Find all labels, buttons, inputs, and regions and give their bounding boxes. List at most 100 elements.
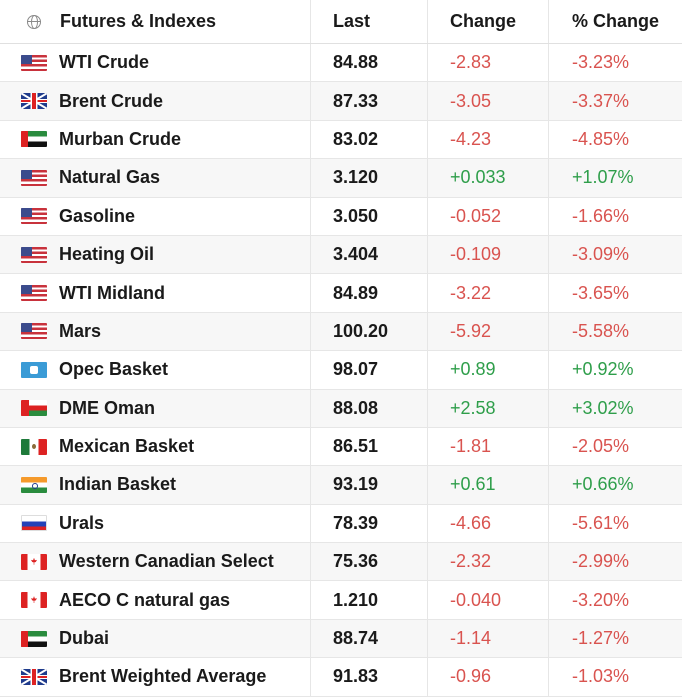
last-value: 100.20 bbox=[333, 320, 389, 341]
pct-change-value: -5.58% bbox=[572, 320, 630, 341]
last-value: 1.210 bbox=[333, 589, 379, 610]
last-value: 86.51 bbox=[333, 436, 379, 457]
change-cell: -3.05 bbox=[427, 82, 548, 120]
name-cell: Brent Crude bbox=[0, 82, 310, 119]
pct-change-value: -3.65% bbox=[572, 282, 630, 303]
table-row[interactable]: Murban Crude 83.02 -4.23 -4.85% bbox=[0, 120, 682, 160]
name-cell: WTI Crude bbox=[0, 44, 310, 81]
change-value: -3.05 bbox=[450, 90, 492, 111]
instrument-link[interactable]: Heating Oil bbox=[59, 244, 155, 265]
header-name-cell[interactable]: Futures & Indexes bbox=[0, 0, 310, 43]
header-change-cell[interactable]: Change bbox=[427, 0, 548, 43]
instrument-link[interactable]: Mars bbox=[59, 320, 102, 341]
pct-change-value: -3.23% bbox=[572, 52, 630, 73]
last-value: 84.88 bbox=[333, 52, 379, 73]
header-pct-change-cell[interactable]: % Change bbox=[548, 0, 682, 43]
last-value: 88.08 bbox=[333, 397, 379, 418]
instrument-link[interactable]: Murban Crude bbox=[59, 128, 182, 149]
last-cell: 86.51 bbox=[310, 427, 427, 466]
table-row[interactable]: Western Canadian Select 75.36 -2.32 -2.9… bbox=[0, 543, 682, 582]
us-flag-icon bbox=[21, 208, 47, 225]
header-change-label: Change bbox=[450, 11, 517, 31]
table-row[interactable]: Mars 100.20 -5.92 -5.58% bbox=[0, 312, 682, 352]
table-row[interactable]: WTI Crude 84.88 -2.83 -3.23% bbox=[0, 44, 682, 83]
table-row[interactable]: WTI Midland 84.89 -3.22 -3.65% bbox=[0, 274, 682, 313]
table-row[interactable]: Heating Oil 3.404 -0.109 -3.09% bbox=[0, 235, 682, 275]
last-value: 98.07 bbox=[333, 359, 379, 380]
pct-change-cell: +0.66% bbox=[548, 466, 682, 504]
uae-flag-icon bbox=[21, 630, 47, 647]
change-cell: -1.81 bbox=[427, 427, 548, 466]
name-cell: Murban Crude bbox=[0, 121, 310, 158]
instrument-link[interactable]: WTI Crude bbox=[59, 52, 149, 73]
name-cell: Brent Weighted Average bbox=[0, 658, 310, 695]
name-cell: Urals bbox=[0, 505, 310, 542]
table-body: WTI Crude 84.88 -2.83 -3.23% Brent Crude… bbox=[0, 44, 682, 697]
last-value: 88.74 bbox=[333, 628, 379, 649]
name-cell: WTI Midland bbox=[0, 274, 310, 311]
table-row[interactable]: Urals 78.39 -4.66 -5.61% bbox=[0, 504, 682, 544]
table-row[interactable]: Dubai 88.74 -1.14 -1.27% bbox=[0, 619, 682, 659]
table-row[interactable]: Gasoline 3.050 -0.052 -1.66% bbox=[0, 197, 682, 236]
pct-change-value: +3.02% bbox=[572, 397, 634, 418]
instrument-link[interactable]: Indian Basket bbox=[59, 474, 177, 495]
change-value: -1.81 bbox=[450, 436, 492, 457]
instrument-link[interactable]: WTI Midland bbox=[59, 282, 165, 303]
pct-change-value: -1.66% bbox=[572, 205, 630, 226]
change-cell: -5.92 bbox=[427, 312, 548, 351]
change-cell: +0.61 bbox=[427, 466, 548, 504]
name-cell: AECO C natural gas bbox=[0, 581, 310, 618]
pct-change-value: -1.27% bbox=[572, 628, 630, 649]
last-value: 75.36 bbox=[333, 551, 379, 572]
name-cell: Gasoline bbox=[0, 198, 310, 235]
table-row[interactable]: Mexican Basket 86.51 -1.81 -2.05% bbox=[0, 427, 682, 467]
uk-flag-icon bbox=[21, 93, 47, 110]
table-row[interactable]: AECO C natural gas 1.210 -0.040 -3.20% bbox=[0, 581, 682, 620]
table-row[interactable]: Natural Gas 3.120 +0.033 +1.07% bbox=[0, 159, 682, 198]
pct-change-value: -2.05% bbox=[572, 436, 630, 457]
instrument-link[interactable]: Mexican Basket bbox=[59, 436, 195, 457]
instrument-link[interactable]: DME Oman bbox=[59, 397, 156, 418]
pct-change-value: -5.61% bbox=[572, 512, 630, 533]
pct-change-cell: -3.23% bbox=[548, 44, 682, 82]
change-value: -5.92 bbox=[450, 320, 492, 341]
instrument-link[interactable]: Gasoline bbox=[59, 205, 136, 226]
last-cell: 100.20 bbox=[310, 312, 427, 351]
change-cell: -4.66 bbox=[427, 504, 548, 543]
us-flag-icon bbox=[21, 285, 47, 302]
instrument-link[interactable]: Urals bbox=[59, 512, 105, 533]
pct-change-cell: -2.05% bbox=[548, 427, 682, 466]
pct-change-value: -2.99% bbox=[572, 551, 630, 572]
table-row[interactable]: DME Oman 88.08 +2.58 +3.02% bbox=[0, 389, 682, 428]
instrument-link[interactable]: Natural Gas bbox=[59, 167, 161, 188]
instrument-link[interactable]: Brent Crude bbox=[59, 90, 164, 111]
russia-flag-icon bbox=[21, 515, 47, 532]
us-flag-icon bbox=[21, 54, 47, 71]
change-cell: -2.32 bbox=[427, 543, 548, 581]
instrument-link[interactable]: Western Canadian Select bbox=[59, 551, 274, 572]
uae-flag-icon bbox=[21, 131, 47, 148]
instrument-link[interactable]: Dubai bbox=[59, 628, 110, 649]
name-cell: Heating Oil bbox=[0, 236, 310, 273]
instrument-link[interactable]: Brent Weighted Average bbox=[59, 666, 267, 687]
pct-change-cell: +3.02% bbox=[548, 389, 682, 427]
opec-flag-icon bbox=[21, 361, 47, 378]
change-value: -4.66 bbox=[450, 512, 492, 533]
change-cell: -0.052 bbox=[427, 197, 548, 235]
instrument-link[interactable]: Opec Basket bbox=[59, 359, 169, 380]
globe-icon bbox=[27, 14, 41, 29]
instrument-link[interactable]: AECO C natural gas bbox=[59, 589, 231, 610]
table-row[interactable]: Brent Crude 87.33 -3.05 -3.37% bbox=[0, 82, 682, 121]
table-row[interactable]: Brent Weighted Average 91.83 -0.96 -1.03… bbox=[0, 658, 682, 697]
last-cell: 91.83 bbox=[310, 658, 427, 696]
change-cell: +2.58 bbox=[427, 389, 548, 427]
change-cell: -4.23 bbox=[427, 120, 548, 159]
table-row[interactable]: Indian Basket 93.19 +0.61 +0.66% bbox=[0, 466, 682, 505]
change-value: +2.58 bbox=[450, 397, 496, 418]
header-last-cell[interactable]: Last bbox=[310, 0, 427, 43]
table-row[interactable]: Opec Basket 98.07 +0.89 +0.92% bbox=[0, 351, 682, 390]
last-cell: 3.404 bbox=[310, 235, 427, 274]
pct-change-value: -3.09% bbox=[572, 244, 630, 265]
name-cell: Western Canadian Select bbox=[0, 543, 310, 580]
